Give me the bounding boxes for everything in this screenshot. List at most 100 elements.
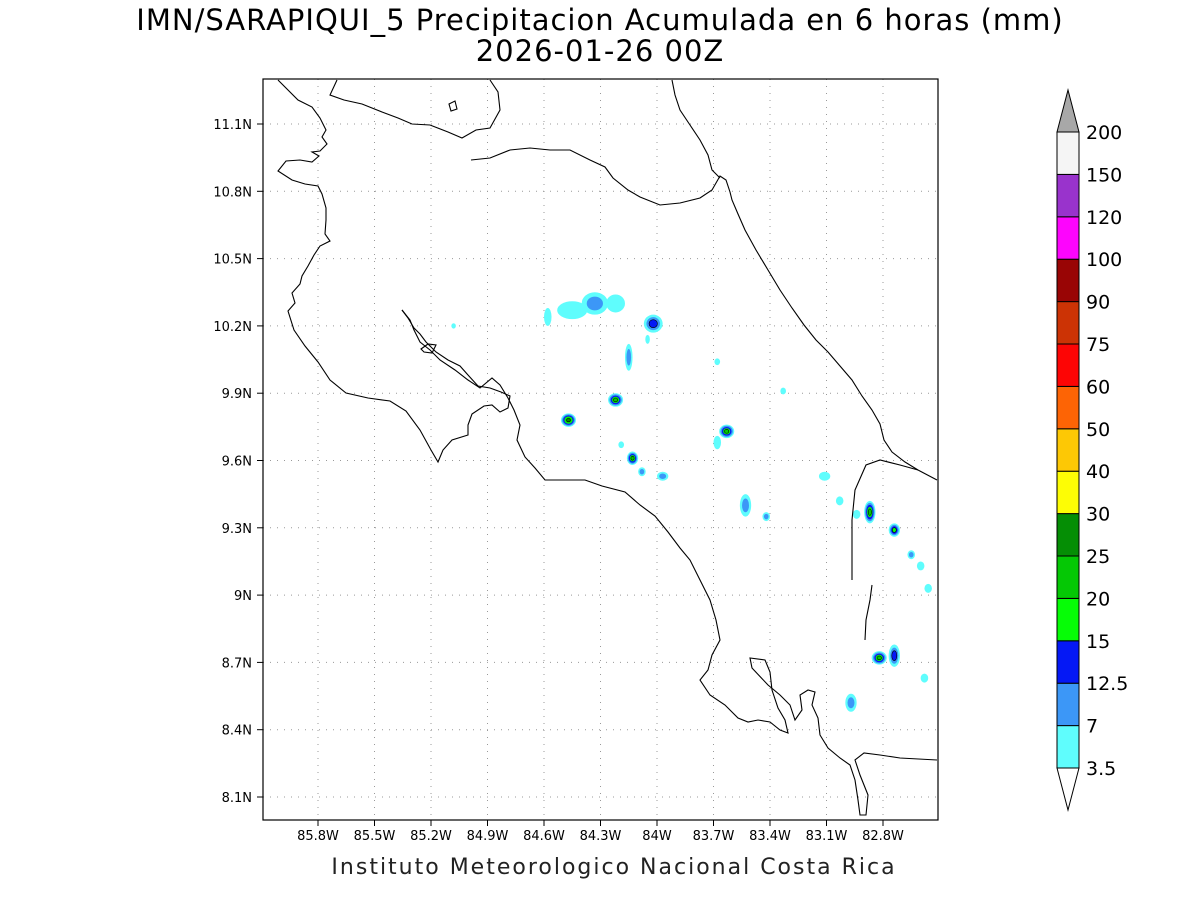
lat-tick-label: 8.4N [222,724,252,739]
colorbar-label: 60 [1086,376,1110,398]
lon-tick-label: 84.6W [523,829,565,844]
precip-contour [626,349,632,366]
precip-cell [916,561,925,571]
colorbar-label: 200 [1086,122,1122,144]
precip-cell [657,471,669,481]
precip-contour [630,456,635,461]
precip-contour [891,650,898,661]
map-gridlines [263,79,938,820]
precip-contour [924,583,932,593]
island [448,100,458,112]
lon-tick-label: 84.9W [467,829,509,844]
colorbar-label: 30 [1086,504,1110,526]
precip-cell [920,673,929,683]
precip-cell [581,292,609,315]
lon-tick-label: 85.8W [297,829,339,844]
precip-contour [613,397,619,403]
colorbar-swatch [1056,640,1080,684]
precip-contour [742,498,749,513]
precip-contour [713,435,722,450]
precip-cell [618,441,625,449]
map-footer: Instituto Meteorologico Nacional Costa R… [331,855,897,880]
precip-cell [557,301,588,320]
colorbar-swatch [1056,555,1080,599]
precip-contour [714,358,721,366]
precip-contour [908,551,914,558]
precip-contour [867,508,872,516]
precip-cell [645,334,650,344]
colorbar-swatch [1056,725,1080,769]
colorbar-label: 50 [1086,419,1110,441]
precipitation-fields [451,292,932,712]
precip-contour [852,509,861,519]
precip-cell [864,500,876,524]
colorbar-under-arrow [1056,767,1080,812]
coastline-north [277,79,511,464]
colorbar-label: 3.5 [1086,758,1116,780]
precip-cell [606,294,625,313]
precip-contour [763,513,769,520]
colorbar-swatch [1056,385,1080,430]
precip-cell [626,451,639,465]
precip-cell [608,393,624,407]
lon-tick-label: 84.3W [580,829,622,844]
lat-tick-label: 9.6N [222,455,252,470]
precip-cell [780,387,787,395]
lat-tick-label: 9N [234,589,252,604]
precip-contour [818,471,831,481]
colorbar-label: 40 [1086,461,1110,483]
map-title: IMN/SARAPIQUI_5 Precipitacion Acumulada … [136,3,1064,37]
map-frame [262,78,939,821]
precip-cell [624,343,633,371]
precip-contour [876,655,882,661]
colorbar-swatch [1056,597,1080,642]
precip-contour [451,323,456,329]
longitude-axis: 85.8W 85.5W 85.2W 84.9W 84.6W 84.3W 84W 83.7W 83… [297,820,904,844]
colorbar-swatch [1056,470,1080,515]
precip-cell [818,471,831,481]
precip-cell [739,494,752,517]
precip-contour [618,441,625,449]
colorbar-label: 75 [1086,334,1110,356]
lat-tick-label: 10.2N [213,320,252,335]
colorbar-label: 150 [1086,164,1122,186]
precip-cell [643,314,663,333]
precip-cell [835,496,844,506]
precip-cell [544,307,552,326]
precip-contour [659,473,667,479]
lon-tick-label: 85.2W [410,829,452,844]
precip-cell [560,413,577,427]
colorbar-legend: 3.5 7 12.5 15 20 25 30 40 50 60 75 90 100 120 150 200 [1056,88,1128,812]
precip-contour [835,496,844,506]
colorbar-label: 90 [1086,292,1110,314]
coastline-caribbean-east [470,147,938,481]
lat-tick-label: 11.1N [213,118,252,133]
precip-contour [557,301,588,320]
lon-tick-label: 84W [642,829,672,844]
colorbar-swatch [1056,258,1080,303]
colorbar-swatch [1056,216,1080,260]
map-subtitle: 2026-01-26 00Z [475,34,725,68]
colorbar-label: 7 [1086,716,1098,738]
precip-contour [544,307,552,326]
lon-tick-label: 83.7W [693,829,735,844]
colorbar-label: 20 [1086,588,1110,610]
lon-tick-label: 82.8W [862,829,904,844]
lon-tick-label: 83.1W [806,829,848,844]
coastlines [277,79,938,816]
precip-contour [586,296,603,311]
colorbar-over-arrow [1056,88,1080,133]
latitude-axis: 11.1N 10.8N 10.5N 10.2N 9.9N 9.6N 9.3N 9N 8.7N 8.… [213,118,263,806]
precip-contour [648,319,658,328]
precip-cell [907,550,916,560]
lon-tick-label: 83.4W [749,829,791,844]
colorbar-label: 25 [1086,546,1110,568]
precip-cell [638,467,646,477]
precip-contour [916,561,925,571]
border-south-panama [864,584,873,641]
colorbar-swatch [1056,343,1080,387]
precip-cell [924,583,932,593]
coastline-caribbean [329,79,501,139]
border-panama [851,459,919,580]
